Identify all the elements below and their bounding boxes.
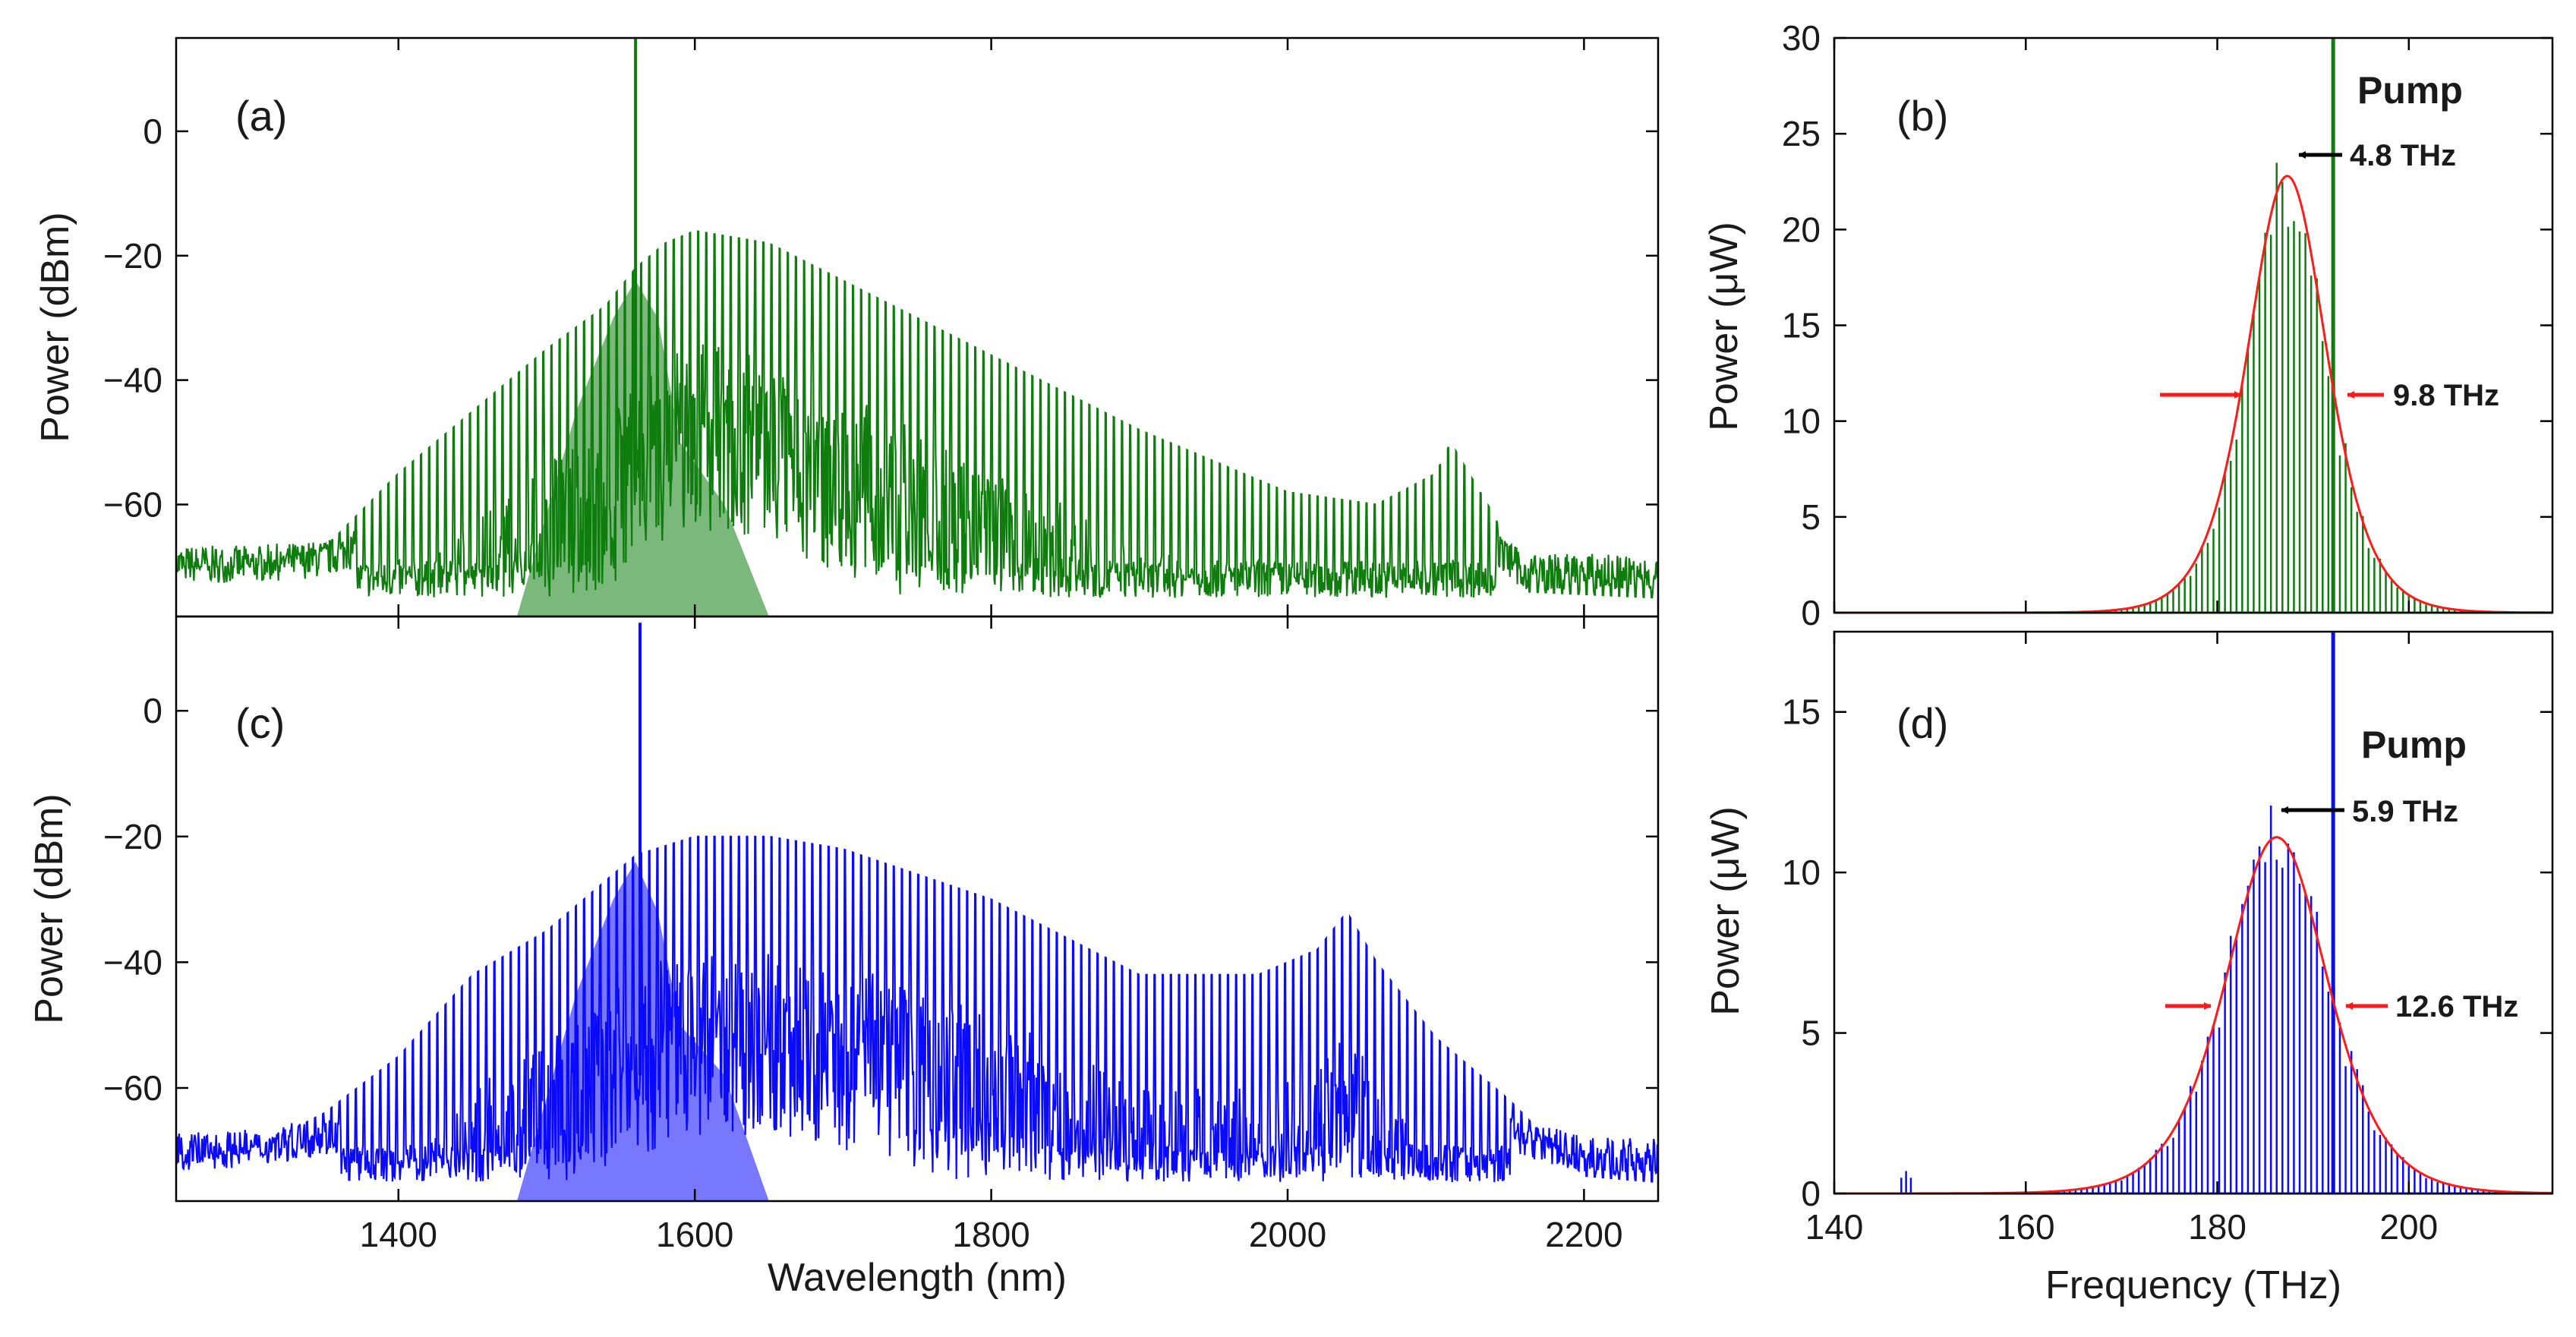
panel-c: 1400 1600 1800 2000 2200 0 −20 −40 −60 (c) Power… [27, 615, 1660, 1300]
panel-a-ytick-label: 0 [143, 112, 162, 151]
panel-c-ytick-label: −40 [103, 942, 162, 982]
panel-d-axes: 140 160 180 200 0 5 10 15 [1782, 632, 2552, 1247]
panel-c-xtick-label: 1400 [360, 1215, 437, 1254]
panel-a-ytick-label: −40 [103, 361, 162, 400]
panel-a-central-hump [516, 280, 769, 616]
panel-a-ytick-label: −20 [103, 236, 162, 276]
panel-b-ytick-label: 5 [1801, 497, 1821, 537]
panel-a-ylabel: Power (dBm) [33, 212, 77, 442]
panel-a: 0 −20 −40 −60 (a) Power (dBm) [33, 36, 1660, 618]
panel-d-label: (d) [1897, 699, 1948, 747]
panel-b-ylabel: Power (μW) [1702, 222, 1746, 431]
panel-b-ytick-label: 30 [1782, 18, 1821, 58]
panel-d-xtick-label: 160 [1997, 1207, 2055, 1247]
panel-c-comb-trace [175, 835, 1660, 1183]
panel-c-label: (c) [235, 699, 285, 747]
panel-d-ytick-label: 15 [1782, 692, 1821, 732]
panel-c-xtick-label: 1800 [952, 1215, 1029, 1254]
panel-c-xtick-label: 2200 [1545, 1215, 1622, 1254]
panel-b-width-label: 9.8 THz [2393, 379, 2499, 412]
panel-b-shift-label: 4.8 THz [2350, 139, 2456, 172]
panel-b-pump-label: Pump [2357, 69, 2463, 112]
panel-d-width-label: 12.6 THz [2395, 990, 2518, 1023]
panel-c-spectrum [175, 623, 1660, 1201]
panel-a-axes: 0 −20 −40 −60 [103, 38, 1658, 616]
panel-d-ytick-label: 10 [1782, 853, 1821, 892]
panel-d-ylabel: Power (μW) [1704, 806, 1748, 1016]
panel-d-xtick-label: 180 [2188, 1207, 2247, 1247]
panel-b-ytick-label: 10 [1782, 402, 1821, 441]
panel-b-ytick-label: 0 [1801, 593, 1821, 632]
panel-c-central-hump [516, 861, 769, 1201]
panel-a-label: (a) [235, 92, 287, 140]
panel-d-pump-label: Pump [2361, 724, 2467, 766]
panel-c-axes: 1400 1600 1800 2000 2200 0 −20 −40 −60 [103, 616, 1658, 1254]
panel-b-ytick-label: 20 [1782, 210, 1821, 249]
panel-c-xlabel: Wavelength (nm) [768, 1256, 1067, 1300]
panel-c-xtick-label: 1600 [656, 1215, 733, 1254]
panel-c-ytick-label: −20 [103, 817, 162, 856]
panel-d-shift-label: 5.9 THz [2352, 795, 2458, 828]
panel-c-xtick-label: 2000 [1249, 1215, 1326, 1254]
panel-d-xtick-label: 140 [1805, 1207, 1864, 1247]
panel-b-ytick-label: 15 [1782, 306, 1821, 345]
panel-d-xtick-label: 200 [2379, 1207, 2438, 1247]
panel-a-comb-trace [175, 230, 1660, 599]
panel-b-ytick-label: 25 [1782, 114, 1821, 153]
panel-a-ytick-label: −60 [103, 485, 162, 525]
panel-b-axes: 0 5 10 15 20 25 30 [1782, 18, 2552, 632]
panel-c-ytick-label: 0 [143, 691, 162, 730]
panel-b: 0 5 10 15 20 25 30 (b) Pump 4.8 THz 9.8 THz Po… [1702, 18, 2554, 632]
panel-d-ytick-label: 5 [1801, 1014, 1821, 1053]
panel-d-frame [1833, 630, 2554, 1195]
panel-c-ylabel: Power (dBm) [27, 793, 71, 1023]
panel-c-ytick-label: −60 [103, 1068, 162, 1108]
panel-d-xlabel: Frequency (THz) [2045, 1263, 2341, 1307]
panel-c-frame [175, 615, 1660, 1203]
panel-d: 140 160 180 200 0 5 10 15 (d) Pump 5.9 THz 12.6… [1704, 630, 2554, 1307]
panel-b-label: (b) [1897, 92, 1948, 140]
panel-d-ytick-label: 0 [1801, 1174, 1821, 1213]
panel-a-spectrum [175, 38, 1660, 616]
